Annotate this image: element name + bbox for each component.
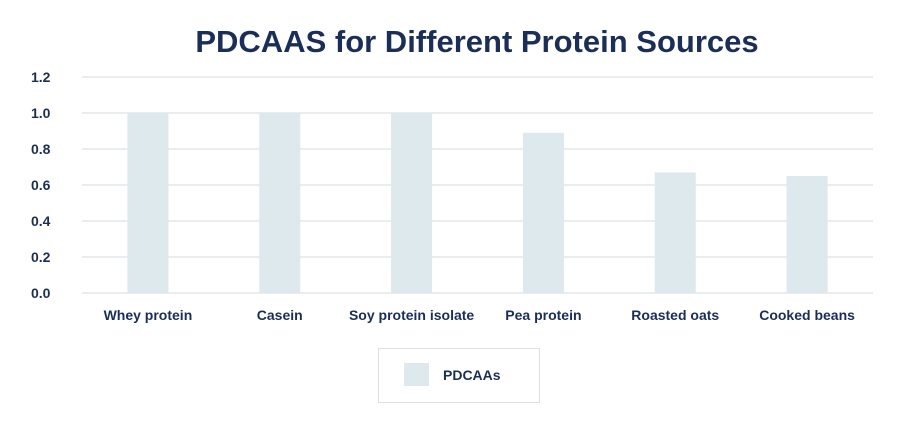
y-tick-label: 0.2 bbox=[31, 249, 51, 265]
x-tick-label: Pea protein bbox=[505, 307, 581, 323]
bar bbox=[127, 113, 169, 293]
y-tick-label: 1.0 bbox=[31, 105, 51, 121]
bar bbox=[391, 113, 433, 293]
x-tick-label: Casein bbox=[257, 307, 303, 323]
y-tick-label: 0.0 bbox=[31, 285, 51, 301]
x-tick-label: Whey protein bbox=[104, 307, 193, 323]
x-axis: Whey protein Casein Soy protein isolate Pea… bbox=[104, 307, 856, 323]
bar bbox=[522, 132, 564, 293]
bar bbox=[786, 176, 828, 293]
legend-label: PDCAAs bbox=[443, 367, 501, 383]
x-tick-label: Soy protein isolate bbox=[349, 307, 474, 323]
y-tick-label: 0.4 bbox=[31, 213, 51, 229]
y-tick-label: 0.8 bbox=[31, 141, 51, 157]
legend-swatch bbox=[404, 363, 429, 386]
x-tick-label: Roasted oats bbox=[631, 307, 719, 323]
y-tick-label: 1.2 bbox=[31, 69, 51, 85]
bar bbox=[259, 113, 301, 293]
y-axis: 0.0 0.2 0.4 0.6 0.8 1.0 1.2 bbox=[31, 69, 51, 301]
legend: PDCAAs bbox=[378, 348, 540, 403]
legend-box bbox=[378, 348, 540, 403]
bars bbox=[127, 113, 828, 293]
y-tick-label: 0.6 bbox=[31, 177, 51, 193]
x-tick-label: Cooked beans bbox=[759, 307, 855, 323]
bar bbox=[654, 172, 696, 293]
grid bbox=[82, 76, 873, 294]
chart-title: PDCAAS for Different Protein Sources bbox=[195, 24, 758, 59]
